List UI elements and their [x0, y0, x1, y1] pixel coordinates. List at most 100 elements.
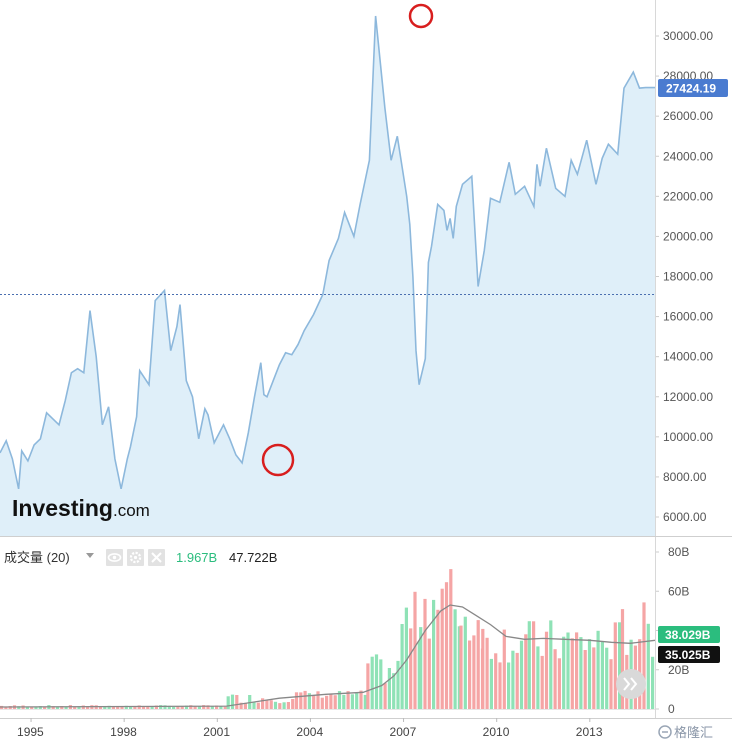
volume-bar-down — [544, 631, 549, 709]
y-tick-label: 30000.00 — [663, 29, 713, 43]
volume-bar-up — [342, 694, 346, 709]
volume-bar-up — [651, 656, 655, 709]
volume-bar-up — [646, 623, 650, 709]
y-tick-label: 8000.00 — [663, 470, 707, 484]
volume-bar-down — [494, 653, 498, 709]
volume-indicator-label[interactable]: 成交量 (20) — [4, 550, 70, 565]
close-icon[interactable] — [148, 549, 165, 566]
volume-badge-green-text: 38.029B — [665, 628, 711, 642]
volume-bar-up — [25, 706, 29, 709]
eye-icon[interactable] — [106, 549, 123, 566]
volume-bar-down — [291, 699, 295, 709]
volume-bar-down — [575, 632, 579, 709]
volume-bar-up — [363, 694, 367, 709]
volume-bar-up — [370, 656, 374, 709]
volume-bar-up — [587, 639, 592, 709]
volume-bar-up — [17, 706, 21, 709]
volume-bar-up — [507, 662, 511, 709]
volume-bar-down — [553, 649, 557, 709]
volume-bar-down — [137, 705, 141, 709]
volume-bar-down — [444, 582, 449, 709]
watermark-text: 格隆汇 — [674, 725, 713, 741]
y-tick-label: 20000.00 — [663, 229, 713, 243]
volume-bar-down — [60, 706, 64, 709]
volume-y-tick-label: 60B — [668, 584, 689, 598]
volume-bar-up — [197, 706, 201, 709]
volume-bar-down — [329, 693, 333, 709]
volume-bar-up — [163, 705, 167, 709]
volume-bar-up — [167, 705, 171, 709]
volume-bar-down — [73, 706, 77, 709]
volume-bar-down — [524, 634, 528, 709]
volume-bar-up — [355, 692, 359, 709]
volume-bar-down — [299, 692, 303, 709]
volume-bar-down — [413, 591, 417, 709]
volume-bar-up — [527, 621, 531, 709]
volume-bar-down — [642, 602, 646, 709]
volume-bar-down — [320, 697, 324, 709]
volume-bar-up — [511, 650, 515, 709]
volume-bar-up — [379, 659, 383, 709]
volume-bar-down — [312, 695, 316, 709]
volume-bar-up — [463, 616, 467, 709]
price-badge — [658, 79, 728, 97]
volume-bar-down — [609, 659, 613, 709]
volume-bar-down — [286, 702, 290, 709]
volume-bar-down — [468, 640, 472, 709]
volume-bar-up — [77, 706, 81, 709]
volume-bar-up — [55, 706, 60, 709]
y-tick-label: 22000.00 — [663, 189, 713, 203]
volume-bar-down — [502, 629, 506, 709]
volume-bar-down — [440, 588, 444, 709]
volume-bar-down — [243, 702, 247, 709]
volume-bar-down — [176, 706, 180, 709]
volume-bar-down — [215, 705, 219, 709]
volume-bar-down — [359, 690, 363, 709]
volume-bar-up — [129, 706, 133, 709]
volume-bar-up — [64, 706, 68, 709]
volume-bar-down — [485, 637, 489, 709]
double-chevron-right-icon[interactable] — [616, 669, 646, 699]
volume-bar-down — [436, 609, 440, 709]
volume-bar-up — [519, 640, 524, 709]
volume-bar-up — [404, 607, 408, 709]
volume-bar-up — [489, 658, 493, 709]
volume-bar-down — [366, 663, 370, 709]
volume-bar-down — [409, 628, 413, 709]
volume-badge-black-text: 35.025B — [665, 648, 711, 662]
peak-highlight-circle — [408, 3, 434, 29]
volume-bar-down — [98, 706, 103, 709]
volume-bar-down — [141, 706, 146, 709]
volume-bar-up — [107, 705, 111, 709]
volume-bar-down — [459, 625, 463, 709]
volume-bar-down — [235, 695, 239, 709]
dropdown-icon[interactable] — [86, 553, 94, 558]
volume-moving-average-line — [0, 604, 656, 708]
price-series-line — [0, 15, 655, 490]
volume-bar-up — [38, 706, 42, 709]
volume-bar-down — [592, 647, 596, 709]
average-volume-value: 47.722B — [229, 550, 277, 565]
volume-bar-down — [532, 621, 536, 709]
y-tick-label: 10000.00 — [663, 430, 713, 444]
volume-bar-down — [427, 638, 431, 709]
volume-bar-down — [265, 699, 269, 709]
gear-icon[interactable] — [127, 549, 144, 566]
volume-bar-down — [239, 702, 243, 709]
x-tick-label: 1995 — [17, 725, 44, 739]
volume-bar-up — [549, 620, 553, 709]
volume-bar-down — [620, 609, 625, 709]
volume-bar-down — [294, 692, 299, 709]
volume-bar-up — [453, 609, 457, 709]
volume-bar-down — [423, 598, 427, 709]
volume-bar-down — [383, 683, 387, 709]
volume-bar-down — [498, 662, 502, 709]
y-tick-label: 12000.00 — [663, 390, 713, 404]
volume-bar-down — [30, 706, 34, 709]
volume-bar-up — [219, 706, 223, 709]
volume-bar-down — [111, 706, 115, 709]
volume-bar-down — [449, 569, 453, 709]
x-tick-label: 2013 — [576, 725, 603, 739]
volume-bar-up — [337, 691, 342, 709]
